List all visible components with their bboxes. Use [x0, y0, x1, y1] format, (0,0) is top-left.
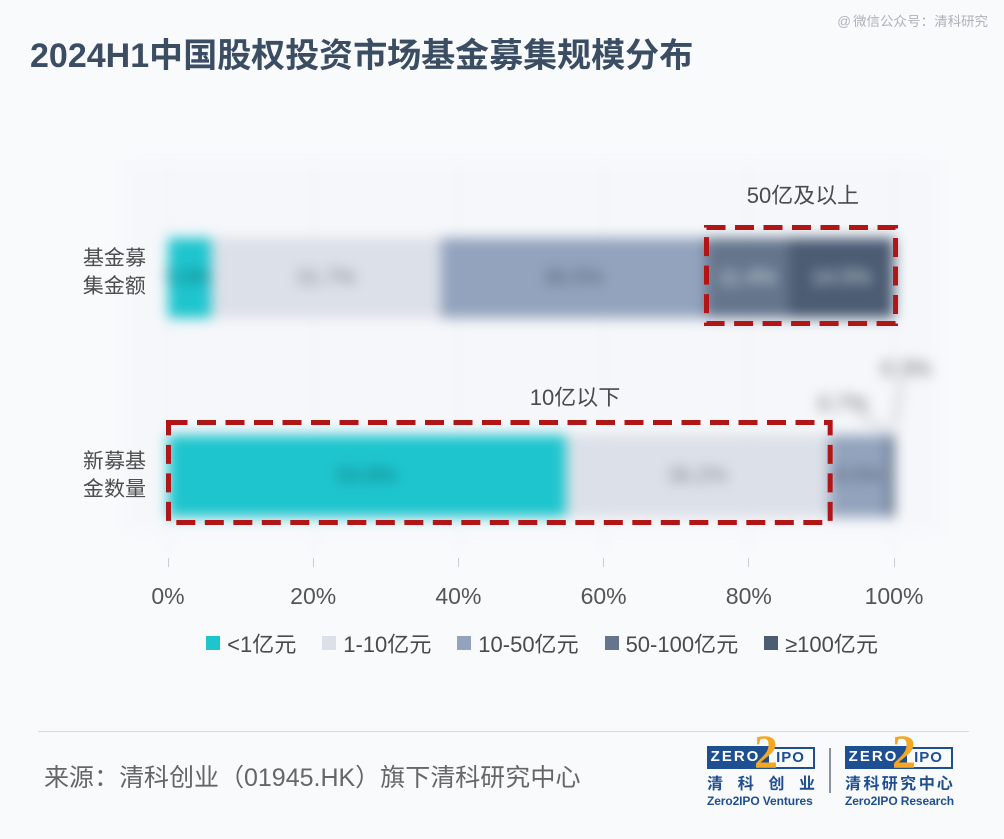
logo-separator — [829, 748, 831, 793]
dashed-rect — [166, 420, 833, 525]
highlight-dashed-box — [166, 420, 833, 525]
logo-cn-char: 中 — [918, 776, 935, 793]
logo-ipo-text: IPO — [914, 749, 943, 766]
gridline — [603, 162, 605, 557]
outside-value-label: 0.7% — [817, 391, 869, 416]
dashed-rect — [703, 225, 898, 326]
axis-tick-label: 80% — [725, 583, 772, 609]
logo-two-text: 2 — [754, 726, 778, 779]
legend-label: <1亿元 — [227, 632, 297, 657]
logo-english-name: Zero2IPO Ventures — [707, 794, 813, 808]
bar-segment: 31.7% — [210, 238, 441, 318]
bar-segment: 8.0% — [828, 435, 887, 517]
bar-segment: 36.5% — [440, 238, 706, 318]
axis-tick — [167, 558, 169, 567]
segment-value-label: 36.5% — [543, 266, 604, 289]
highlight-dashed-box — [703, 225, 898, 326]
segment-value-label: 36.2% — [667, 463, 728, 487]
segment-value-label: 5.9% — [165, 266, 214, 289]
logo-cn-char: 心 — [936, 776, 953, 793]
logo-chinese-name: 清科研究中心 — [845, 777, 953, 793]
bar-segment: 5.9% — [165, 238, 214, 318]
logo-chinese-name: 清科创业 — [707, 777, 815, 793]
page-title: 2024H1中国股权投资市场基金募集规模分布 — [30, 37, 694, 75]
at-icon: @ — [837, 14, 851, 29]
gridline — [312, 162, 314, 557]
annotation-label: 10亿以下 — [529, 385, 621, 410]
bar-segment: 14.5% — [788, 238, 894, 318]
logo-area: IPO ZERO 2 清科创业 Zero2IPO Ventures IPO ZERO 2 清科研… — [706, 729, 955, 808]
legend-item: 1-10亿元 — [322, 627, 431, 659]
legend-label: 10-50亿元 — [478, 632, 579, 657]
axis-tick-label: 100% — [864, 583, 924, 609]
logo-cn-char: 研 — [881, 776, 898, 793]
legend-label: 50-100亿元 — [625, 632, 739, 657]
category-label: 基金募 集金额 — [83, 247, 146, 298]
axis-tick-label: 40% — [435, 583, 482, 609]
bar-segment: 54.8% — [168, 435, 566, 517]
watermark-text: 微信公众号：清科研究 — [853, 14, 988, 29]
axis-tick-label: 20% — [290, 583, 337, 609]
dashed-rect-svg — [166, 420, 833, 525]
zero2ipo-mark: IPO ZERO 2 — [844, 729, 953, 777]
segment-value-label: 31.7% — [296, 266, 356, 289]
legend-label: 1-10亿元 — [343, 632, 432, 657]
axis-tick — [312, 558, 314, 567]
legend-label: ≥100亿元 — [785, 632, 878, 657]
chart-legend: <1亿元 1-10亿元 10-50亿元 50-100亿元 ≥100亿元 — [80, 627, 1004, 659]
watermark: @ 微信公众号：清科研究 — [837, 10, 988, 30]
category-label: 新募基 金数量 — [83, 449, 146, 501]
zero2ipo-mark: IPO ZERO 2 — [706, 729, 815, 777]
axis-tick-label: 0% — [151, 583, 185, 609]
axis-tick — [748, 558, 750, 567]
legend-swatch — [457, 636, 472, 650]
legend-item: ≥100亿元 — [764, 627, 878, 659]
footer-divider — [38, 731, 969, 732]
segment-value-label: 54.8% — [337, 463, 397, 487]
bar-segment: 36.2% — [565, 435, 829, 517]
dashed-rect-svg — [703, 225, 898, 326]
logo-cn-char: 科 — [737, 776, 754, 793]
logo-zero-text: ZERO — [706, 746, 769, 768]
legend-item: 50-100亿元 — [604, 627, 739, 659]
segment-value-label: 11.4% — [718, 266, 777, 289]
segment-value-label: 14.5% — [811, 266, 872, 289]
logo-english-name: Zero2IPO Research — [845, 794, 955, 808]
outside-value-label: 0.3% — [880, 356, 932, 381]
legend-swatch — [206, 636, 221, 650]
gridline — [167, 162, 169, 557]
gridline — [457, 162, 459, 557]
logo-ipo-text: IPO — [776, 749, 805, 766]
bar-segment — [886, 435, 892, 517]
axis-tick-label: 60% — [580, 583, 627, 609]
zero2ipo-logo: IPO ZERO 2 清科研究中心 Zero2IPO Research — [844, 729, 955, 808]
logo-cn-char: 业 — [798, 776, 815, 793]
annotation-label: 50亿及以上 — [746, 183, 860, 208]
logo-cn-char: 究 — [900, 776, 917, 793]
logo-cn-char: 清 — [845, 776, 862, 793]
axis-tick — [893, 558, 895, 567]
segment-value-label: 8.0% — [833, 463, 882, 487]
legend-swatch — [604, 636, 619, 650]
axis-tick — [603, 558, 605, 567]
gridline — [748, 162, 750, 557]
logo-cn-char: 清 — [707, 776, 724, 793]
logo-cn-char: 创 — [768, 776, 785, 793]
legend-item: <1亿元 — [206, 627, 296, 659]
legend-item: 10-50亿元 — [457, 627, 579, 659]
zero2ipo-logo: IPO ZERO 2 清科创业 Zero2IPO Ventures — [706, 729, 815, 808]
legend-swatch — [764, 636, 779, 650]
bar-segment: 11.4% — [705, 238, 789, 318]
logo-two-text: 2 — [892, 726, 916, 779]
source-note: 来源：清科创业（01945.HK）旗下清科研究中心 — [44, 764, 581, 792]
logo-cn-char: 科 — [863, 776, 880, 793]
gridline — [893, 162, 895, 557]
legend-swatch — [322, 636, 337, 650]
bar-segment — [891, 435, 894, 517]
axis-tick — [457, 558, 459, 567]
logo-zero-text: ZERO — [844, 746, 907, 768]
